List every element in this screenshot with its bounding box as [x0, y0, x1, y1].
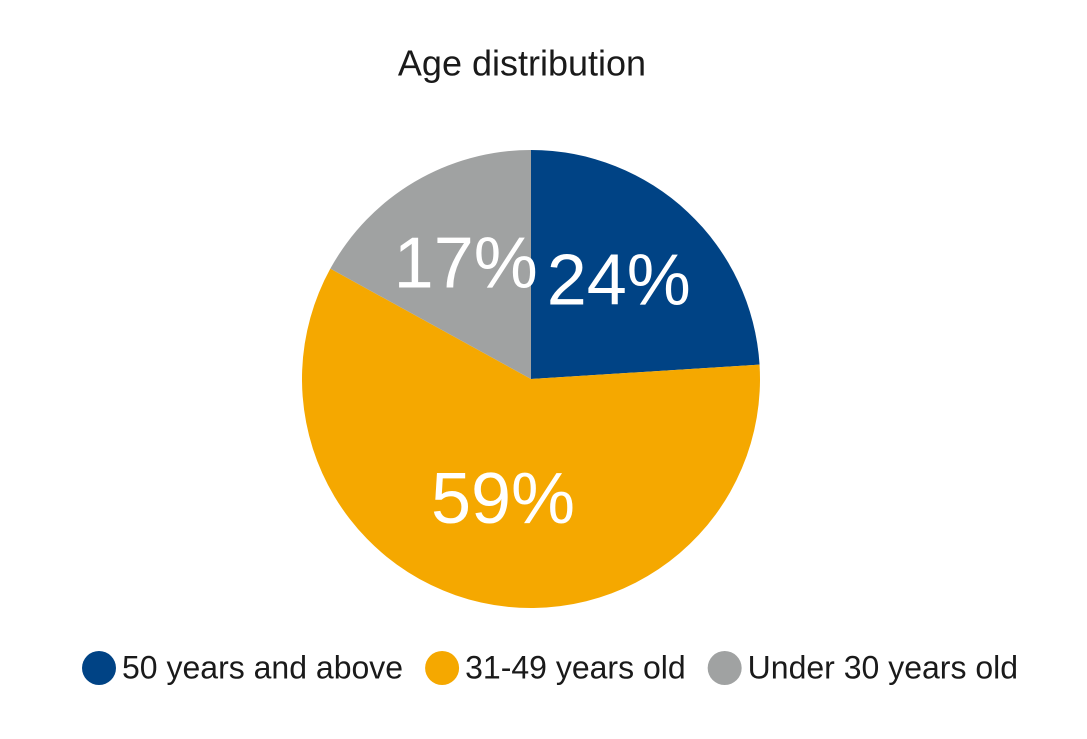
legend-marker [707, 651, 742, 685]
slice-label: 59% [431, 459, 575, 539]
legend-label: 31-49 years old [465, 649, 686, 685]
slice-label: 24% [547, 241, 691, 321]
pie: 24% 59% 17% [301, 150, 760, 609]
pie-slice [301, 268, 760, 609]
legend-label: 50 years and above [122, 649, 403, 685]
pie-slice [330, 150, 531, 379]
slice-label: 17% [394, 224, 538, 304]
chart-title: Age distribution [398, 43, 646, 84]
legend: 50 years and above 31-49 years old Under 3… [82, 649, 1018, 685]
legend-label: Under 30 years old [748, 649, 1018, 685]
legend-marker [82, 651, 116, 685]
pie-slice [531, 150, 760, 379]
legend-marker [425, 651, 460, 685]
